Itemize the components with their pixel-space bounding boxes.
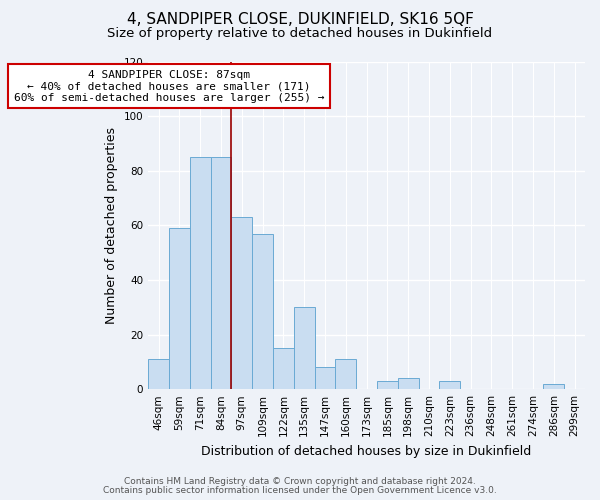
Bar [148,359,169,389]
Bar [252,234,273,389]
Bar [273,348,294,389]
Bar [190,157,211,389]
Text: Size of property relative to detached houses in Dukinfield: Size of property relative to detached ho… [107,28,493,40]
Text: 4, SANDPIPER CLOSE, DUKINFIELD, SK16 5QF: 4, SANDPIPER CLOSE, DUKINFIELD, SK16 5QF [127,12,473,28]
Text: 4 SANDPIPER CLOSE: 87sqm
← 40% of detached houses are smaller (171)
60% of semi-: 4 SANDPIPER CLOSE: 87sqm ← 40% of detach… [14,70,324,103]
Bar [335,359,356,389]
Bar [398,378,419,389]
Text: Contains HM Land Registry data © Crown copyright and database right 2024.: Contains HM Land Registry data © Crown c… [124,477,476,486]
Bar [544,384,564,389]
Bar [439,381,460,389]
X-axis label: Distribution of detached houses by size in Dukinfield: Distribution of detached houses by size … [202,444,532,458]
Bar [232,217,252,389]
Text: Contains public sector information licensed under the Open Government Licence v3: Contains public sector information licen… [103,486,497,495]
Y-axis label: Number of detached properties: Number of detached properties [105,127,118,324]
Bar [169,228,190,389]
Bar [314,368,335,389]
Bar [377,381,398,389]
Bar [211,157,232,389]
Bar [294,308,314,389]
